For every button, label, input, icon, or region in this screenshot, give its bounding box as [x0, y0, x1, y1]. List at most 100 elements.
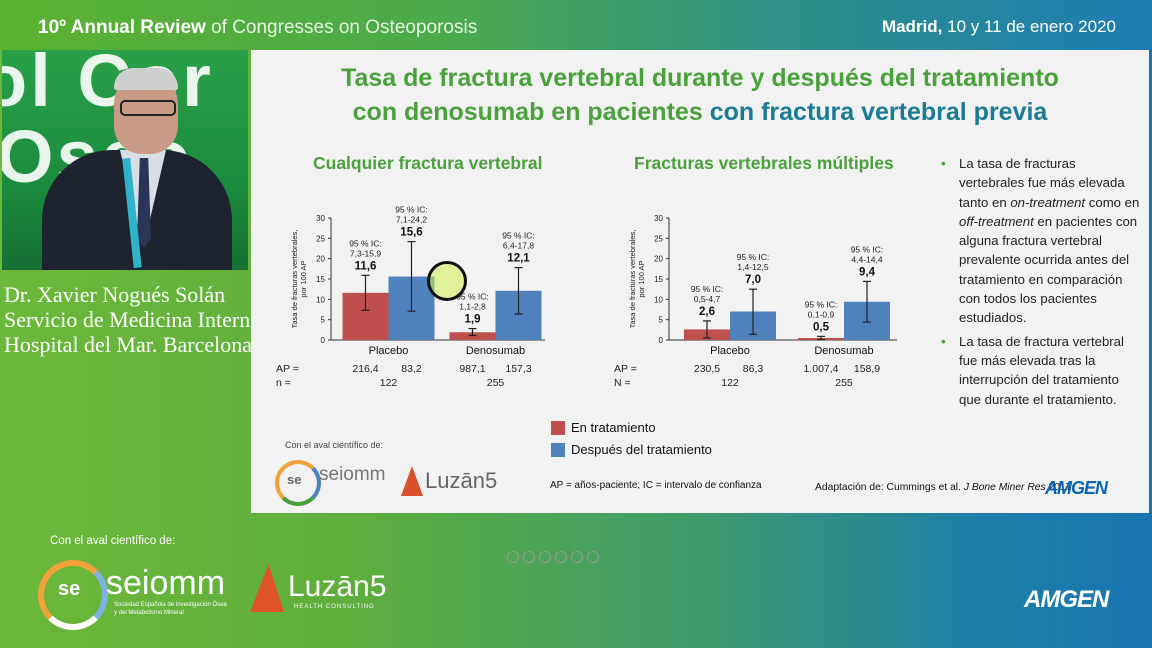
- chart-1-ytick-label-1: 5: [321, 316, 326, 325]
- chart-2-ci-prefix-placebo-off: 95 % IC:: [737, 252, 770, 262]
- legend-swatch-on: [551, 421, 565, 435]
- chart-1-ap-denosumab-on: 987,1: [459, 363, 485, 375]
- chart-2-ci-prefix-placebo-on: 95 % IC:: [691, 284, 724, 294]
- chart-2-ytick-label-3: 15: [654, 275, 663, 284]
- chart-2-ytick-label-1: 5: [659, 316, 664, 325]
- slide-title-line-2: con denosumab en pacientes con fractura …: [352, 98, 1048, 126]
- chart-1-category-placebo: Placebo: [369, 345, 409, 357]
- chart-1-n-denosumab: 255: [487, 377, 505, 389]
- pointer-icon[interactable]: [555, 551, 567, 563]
- bottom-luzan-logo: Luzān5: [288, 570, 387, 603]
- chart-2-value-label-denosumab-on: 0,5: [813, 321, 830, 333]
- legend-swatch-off: [551, 443, 565, 457]
- event-title: 10º Annual Review of Congresses on Osteo…: [38, 17, 478, 38]
- chart-1-value-label-placebo-on: 11,6: [355, 260, 377, 272]
- chart-1-n-label: n =: [276, 377, 291, 389]
- conference-header: 10º Annual Review of Congresses on Osteo…: [0, 0, 1152, 50]
- speaker-glasses: [120, 100, 176, 116]
- chart-2-ci-prefix-denosumab-on: 95 % IC:: [805, 299, 838, 309]
- more-options-icon[interactable]: [587, 551, 599, 563]
- chart-2-ap-placebo-off: 86,3: [743, 363, 764, 375]
- bottom-endorsement-label: Con el aval científico de:: [50, 535, 176, 547]
- chart-2-ap-denosumab-off: 158,9: [854, 363, 880, 375]
- chart-2-ytick-label-0: 0: [659, 336, 664, 345]
- chart-1-ylabel-line-2: por 100 AP: [299, 260, 308, 297]
- laser-pointer-cursor: [427, 261, 467, 301]
- chart-2-value-label-placebo-off: 7,0: [745, 274, 761, 286]
- zoom-icon[interactable]: [571, 551, 583, 563]
- key-findings-list: • La tasa de fracturas vertebrales fue má…: [941, 154, 1141, 413]
- chart-2-category-denosumab: Denosumab: [814, 345, 873, 357]
- chart-2-ci-range-placebo-off: 1,4-12,5: [737, 262, 768, 272]
- chart-1-ylabel-line-1: Tasa de fracturas vertebrales,: [290, 230, 299, 329]
- event-place-date: Madrid, 10 y 11 de enero 2020: [881, 17, 1116, 36]
- chart-2-ap-denosumab-on: 1.007,4: [803, 363, 838, 375]
- legend-item-on-treatment: En tratamiento: [551, 420, 712, 442]
- chart-2-ylabel-line-2: por 100 AP: [637, 260, 646, 297]
- next-slide-icon[interactable]: [523, 551, 535, 563]
- prev-slide-icon[interactable]: [507, 551, 519, 563]
- chart-1-ytick-label-6: 30: [316, 214, 325, 223]
- speaker-caption: Dr. Xavier Nogués Solán Servicio de Medi…: [4, 282, 260, 357]
- chart-2-value-label-denosumab-off: 9,4: [859, 266, 876, 278]
- bottom-amgen-logo: AMGEN: [1024, 586, 1109, 613]
- chart-2-ci-range-denosumab-on: 0,1-0,9: [808, 309, 835, 319]
- chart-2-ap-placebo-on: 230,5: [694, 363, 720, 375]
- chart-2-ylabel-line-1: Tasa de fracturas vertebrales,: [628, 230, 637, 329]
- chart-1-ci-range-denosumab-off: 6,4-17,8: [503, 241, 534, 251]
- slide-title-line-1: Tasa de fractura vertebral durante y des…: [341, 64, 1059, 92]
- speaker-video: ol Cor Oseo: [2, 50, 248, 270]
- chart-2-ytick-label-4: 20: [654, 255, 663, 264]
- chart-2-n-placebo: 122: [721, 377, 739, 389]
- chart-1-bar-denosumab-on: [449, 332, 496, 340]
- chart-2-value-label-placebo-on: 2,6: [699, 306, 715, 318]
- slide-endorsement-label: Con el aval científico de:: [285, 440, 384, 450]
- speaker-hair: [114, 68, 178, 90]
- chart-1-ci-range-placebo-on: 7,3-15,9: [350, 248, 381, 258]
- chart-2-ytick-label-6: 30: [654, 214, 663, 223]
- chart-1-value-label-denosumab-off: 12,1: [507, 253, 530, 265]
- chart-1-ap-denosumab-off: 157,3: [505, 363, 531, 375]
- chart-1-ytick-label-0: 0: [321, 336, 326, 345]
- chart-1-ci-prefix-placebo-off: 95 % IC:: [395, 205, 428, 215]
- chart-1-ci-prefix-denosumab-on: 95 % IC:: [456, 292, 489, 302]
- charts-canvas: 0 5 10 15 20 25 30 Tasa de fracturas vertebrale…: [276, 205, 897, 389]
- chart-1-ap-placebo-off: 83,2: [401, 363, 422, 375]
- chart-1-ytick-label-4: 20: [316, 255, 325, 264]
- chart-2-category-placebo: Placebo: [710, 345, 750, 357]
- chart-1-title: Cualquier fractura vertebral: [313, 153, 543, 173]
- chart-2-ap-label: AP =: [614, 363, 637, 375]
- speaker-department: Servicio de Medicina Interna: [4, 307, 260, 332]
- slide-amgen-logo: AMGEN: [1045, 478, 1108, 498]
- chart-1-ytick-label-3: 15: [316, 275, 325, 284]
- source-citation: Adaptación de: Cummings et al. J Bone Mi…: [815, 482, 1072, 493]
- bottom-luzan-subtitle: HEALTH CONSULTING: [294, 604, 375, 610]
- bottom-seiomm-logo: se seiomm Sociedad Española de Investiga…: [38, 556, 238, 630]
- slide-controls[interactable]: [507, 550, 603, 568]
- finding-2: • La tasa de fractura vertebral fue más e…: [941, 333, 1124, 407]
- chart-2-ci-range-placebo-on: 0,5-4,7: [694, 294, 721, 304]
- bottom-luzan-sail-icon: [250, 564, 284, 612]
- chart-1-ci-prefix-denosumab-off: 95 % IC:: [502, 231, 535, 241]
- chart-2-title: Fracturas vertebrales múltiples: [634, 153, 894, 173]
- chart-1-ytick-label-5: 25: [316, 234, 325, 243]
- speaker-hospital: Hospital del Mar. Barcelona: [4, 332, 253, 357]
- chart-2-n-label: N =: [614, 377, 631, 389]
- chart-1-ci-range-denosumab-on: 1,1-2,8: [459, 302, 486, 312]
- chart-1-ytick-label-2: 10: [316, 295, 325, 304]
- chart-1-category-denosumab: Denosumab: [466, 345, 525, 357]
- chart-1-value-label-placebo-off: 15,6: [400, 227, 422, 239]
- abbreviation-footnote: AP = años-paciente; IC = intervalo de co…: [550, 480, 762, 491]
- presentation-slide: Tasa de fractura vertebral durante y des…: [251, 50, 1149, 563]
- slide-luzan-logo: Luzān5: [425, 468, 498, 493]
- speaker-name: Dr. Xavier Nogués Solán: [4, 282, 226, 307]
- finding-1: • La tasa de fracturas vertebrales fue má…: [941, 156, 1140, 326]
- pen-icon[interactable]: [539, 551, 551, 563]
- chart-2-ytick-label-2: 10: [654, 295, 663, 304]
- chart-1-ci-range-placebo-off: 7,1-24,2: [396, 215, 427, 225]
- chart-legend: En tratamiento Después del tratamiento: [551, 420, 712, 464]
- chart-2-n-denosumab: 255: [835, 377, 853, 389]
- chart-1-ap-placebo-on: 216,4: [352, 363, 378, 375]
- chart-2-ytick-label-5: 25: [654, 234, 663, 243]
- chart-1-ci-prefix-placebo-on: 95 % IC:: [349, 238, 382, 248]
